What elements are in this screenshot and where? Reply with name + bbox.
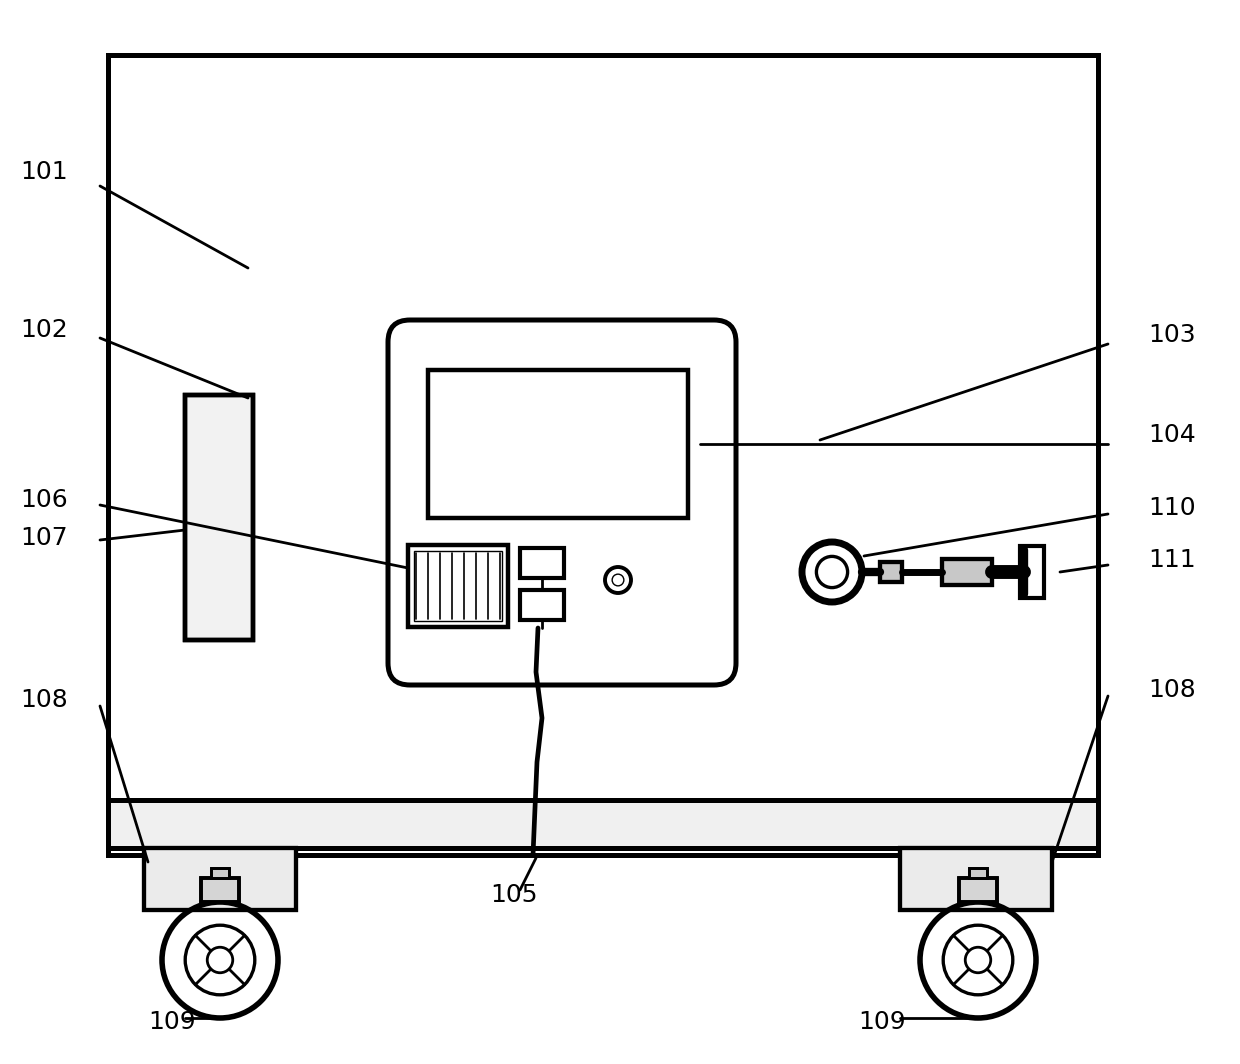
Text: 109: 109	[858, 1010, 905, 1034]
Bar	[942, 559, 992, 585]
Circle shape	[965, 947, 991, 972]
Bar	[968, 868, 987, 878]
Text: 108: 108	[1148, 678, 1195, 702]
Bar	[108, 800, 1097, 848]
Circle shape	[207, 947, 233, 972]
Bar	[211, 868, 229, 878]
Text: 104: 104	[1148, 423, 1195, 447]
Text: 103: 103	[1148, 323, 1195, 347]
Bar	[942, 559, 992, 585]
Bar	[959, 878, 997, 902]
Bar	[108, 800, 1097, 848]
Text: 110: 110	[1148, 496, 1195, 520]
Bar	[959, 878, 997, 902]
Bar	[968, 868, 987, 878]
Bar	[185, 395, 253, 641]
Bar	[880, 562, 901, 582]
Bar	[408, 545, 508, 627]
Bar	[1021, 546, 1044, 598]
Bar	[201, 878, 239, 902]
Bar	[520, 591, 564, 620]
Text: 101: 101	[20, 160, 68, 184]
Bar	[108, 55, 1097, 855]
Bar	[144, 848, 296, 910]
Text: 102: 102	[20, 318, 68, 342]
Text: 107: 107	[20, 526, 68, 550]
Bar	[520, 548, 564, 578]
Text: 111: 111	[1148, 548, 1195, 572]
Text: 108: 108	[20, 688, 68, 712]
Bar	[211, 868, 229, 878]
Bar	[880, 562, 901, 582]
Bar	[900, 848, 1052, 910]
Bar	[144, 848, 296, 910]
Bar	[185, 395, 253, 641]
Bar	[201, 878, 239, 902]
Bar	[900, 848, 1052, 910]
Bar	[414, 551, 502, 621]
Text: 106: 106	[20, 488, 68, 512]
Text: 105: 105	[490, 883, 537, 907]
Bar	[428, 370, 688, 518]
Text: 109: 109	[148, 1010, 196, 1034]
